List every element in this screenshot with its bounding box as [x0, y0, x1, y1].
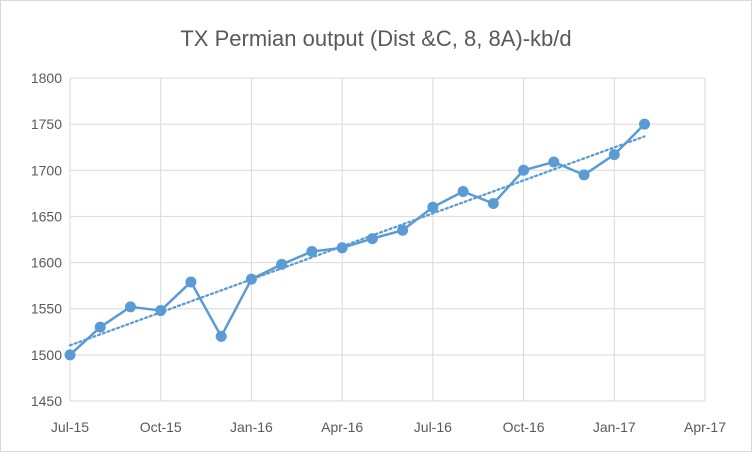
data-point: [518, 164, 530, 176]
trendline: [68, 135, 646, 347]
data-point: [336, 242, 348, 254]
chart-title: TX Permian output (Dist &C, 8, 8A)-kb/d: [180, 26, 572, 51]
data-point: [185, 276, 197, 288]
x-tick-label: Jan-17: [593, 419, 636, 435]
y-tick-label: 1650: [31, 208, 62, 224]
y-tick-label: 1450: [31, 393, 62, 409]
y-tick-label: 1750: [31, 116, 62, 132]
data-point: [276, 258, 288, 270]
x-tick-label: Oct-16: [503, 419, 545, 435]
x-tick-label: Jul-16: [414, 419, 452, 435]
data-point: [639, 118, 651, 130]
data-point: [366, 233, 378, 245]
data-point: [578, 169, 590, 181]
y-tick-label: 1700: [31, 162, 62, 178]
data-point: [427, 201, 439, 213]
data-point: [245, 273, 257, 285]
data-point: [94, 321, 106, 333]
data-point: [124, 301, 136, 313]
y-tick-label: 1800: [31, 70, 62, 86]
data-point: [548, 156, 560, 168]
x-tick-label: Apr-16: [321, 419, 363, 435]
data-point: [215, 330, 227, 342]
data-point: [608, 149, 620, 161]
data-point: [487, 198, 499, 210]
series-line: [69, 123, 646, 356]
data-point: [457, 186, 469, 198]
x-tick-label: Apr-17: [684, 419, 726, 435]
data-point: [155, 305, 167, 317]
data-point: [397, 224, 409, 236]
x-tick-label: Jul-15: [51, 419, 89, 435]
data-point: [64, 349, 76, 361]
x-tick-label: Oct-15: [140, 419, 182, 435]
y-tick-label: 1600: [31, 255, 62, 271]
x-tick-label: Jan-16: [230, 419, 273, 435]
y-tick-label: 1500: [31, 347, 62, 363]
y-tick-label: 1550: [31, 301, 62, 317]
data-point: [306, 245, 318, 257]
